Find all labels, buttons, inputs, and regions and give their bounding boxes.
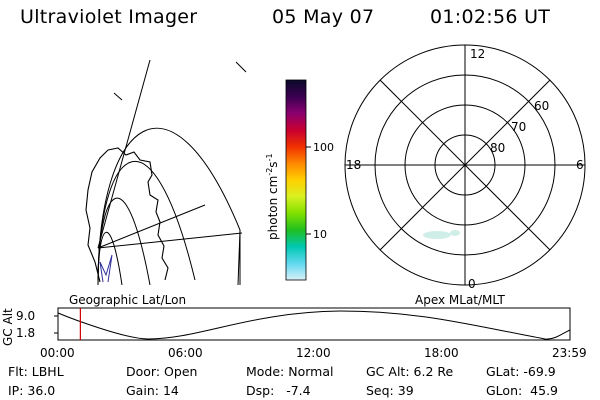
altitude-plot: 9.0 1.8 GC Alt 00:00 06:00 12:00 18:00 2… <box>1 307 587 360</box>
x-tick-label-0600: 06:00 <box>168 346 203 360</box>
info-seq: Seq: 39 <box>366 383 414 398</box>
glat-label: GLat: <box>486 364 520 379</box>
x-tick-label-2359: 23:59 <box>552 346 587 360</box>
gc-alt-label: GC Alt: <box>366 364 410 379</box>
mlt-label-0: 0 <box>468 277 476 291</box>
glon-value: 45.9 <box>530 383 559 398</box>
colorbar-tick-label-10: 10 <box>313 228 327 241</box>
info-door: Door: Open <box>126 364 197 379</box>
filter-value: LBHL <box>31 364 64 379</box>
latitude-arc-pole <box>97 231 123 285</box>
altitude-axis-label: GC Alt <box>1 308 15 346</box>
latitude-arc-inner <box>97 197 151 285</box>
orbit-track <box>99 254 113 283</box>
info-glat: GLat: -69.9 <box>486 364 556 379</box>
mlt-label-6: 6 <box>576 158 584 172</box>
dsp-value: -7.4 <box>286 383 311 398</box>
map-frame-corner <box>237 229 241 285</box>
coastline-west <box>85 149 109 283</box>
polar-diagonal-2 <box>379 79 551 251</box>
colorbar-tick-label-100: 100 <box>313 141 334 154</box>
y-tick-label-high: 9.0 <box>16 309 35 323</box>
polar-plot <box>344 44 586 286</box>
info-gc-alt: GC Alt: 6.2 Re <box>366 364 453 379</box>
mlt-label-18: 18 <box>346 158 361 172</box>
meridian-line-1 <box>97 232 243 249</box>
ip-label: IP: <box>8 383 24 398</box>
map-edge-tick <box>235 61 247 73</box>
x-tick-label-0000: 00:00 <box>40 346 75 360</box>
door-value: Open <box>164 364 198 379</box>
door-label: Door: <box>126 364 161 379</box>
geographic-map: Geographic Lat/Lon <box>69 59 247 307</box>
seq-value: 39 <box>397 383 414 398</box>
glat-value: -69.9 <box>523 364 556 379</box>
info-filter: Flt: LBHL <box>8 364 64 379</box>
geo-map-label: Geographic Lat/Lon <box>69 293 186 307</box>
glon-label: GLon: <box>486 383 523 398</box>
colorbar: 100 10 photon cm-2s-1 <box>265 79 334 281</box>
meridian-line-3 <box>97 204 206 249</box>
ip-value: 36.0 <box>27 383 56 398</box>
latitude-arc-outer <box>97 127 241 285</box>
y-tick-label-low: 1.8 <box>16 326 35 340</box>
colorbar-unit-label: photon cm-2s-1 <box>265 153 280 240</box>
mode-label: Mode: <box>246 364 285 379</box>
filter-label: Flt: <box>8 364 28 379</box>
polar-labels: 12 18 6 0 60 70 80 Apex MLat/MLT <box>346 47 584 307</box>
lat-label-60: 60 <box>534 99 549 113</box>
instrument-title: Ultraviolet Imager <box>20 6 198 28</box>
mlt-label-12: 12 <box>470 47 485 61</box>
info-gain: Gain: 14 <box>126 383 179 398</box>
x-tick-labels: 00:00 06:00 12:00 18:00 23:59 <box>40 346 587 360</box>
map-edge-tick-2 <box>113 92 123 101</box>
altitude-curve <box>57 310 571 340</box>
x-tick-label-1200: 12:00 <box>296 346 331 360</box>
info-ip: IP: 36.0 <box>8 383 55 398</box>
dsp-label: Dsp: <box>246 383 275 398</box>
colorbar-bar <box>285 79 307 281</box>
gain-value: 14 <box>162 383 179 398</box>
x-tick-label-1800: 18:00 <box>424 346 459 360</box>
date-label: 05 May 07 <box>272 6 375 28</box>
seq-label: Seq: <box>366 383 394 398</box>
mode-value: Normal <box>288 364 334 379</box>
lat-label-70: 70 <box>511 120 526 134</box>
meridian-line-2 <box>97 59 151 249</box>
info-glon: GLon: 45.9 <box>486 383 558 398</box>
time-label: 01:02:56 UT <box>430 6 551 28</box>
coastline <box>107 147 169 281</box>
gain-label: Gain: <box>126 383 159 398</box>
info-dsp: Dsp: -7.4 <box>246 383 311 398</box>
aurora-emission <box>423 231 451 239</box>
gc-alt-value: 6.2 Re <box>413 364 454 379</box>
lat-label-80: 80 <box>490 141 505 155</box>
aurora-emission-2 <box>450 230 460 236</box>
info-mode: Mode: Normal <box>246 364 334 379</box>
polar-plot-label: Apex MLat/MLT <box>415 293 505 307</box>
altitude-plot-frame <box>57 307 571 341</box>
